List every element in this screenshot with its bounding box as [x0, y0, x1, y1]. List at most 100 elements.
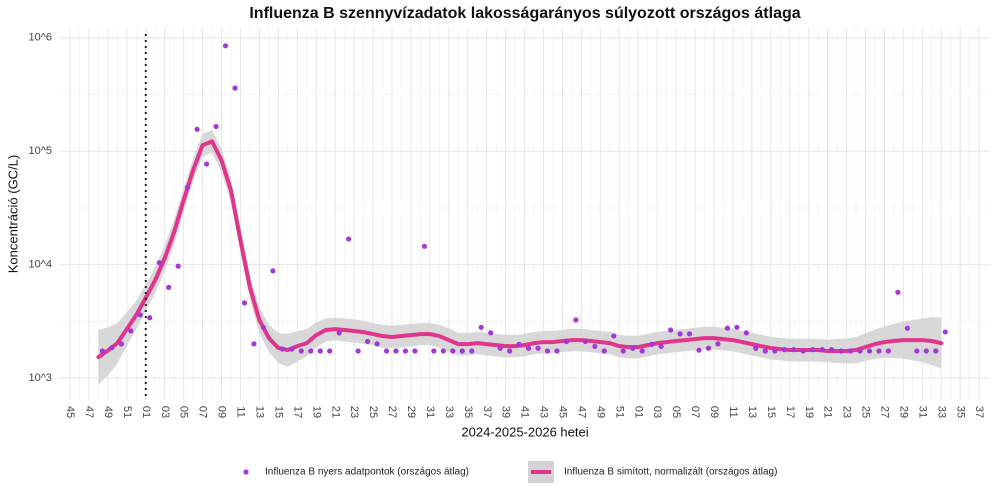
data-point: [516, 341, 522, 347]
x-tick-label: 09: [708, 406, 720, 418]
data-point: [914, 348, 920, 354]
x-tick-label: 05: [670, 406, 682, 418]
data-point: [260, 324, 266, 330]
data-point: [109, 345, 115, 351]
data-point: [118, 341, 124, 347]
x-tick-label: 17: [291, 406, 303, 418]
y-tick-label: 10^6: [28, 32, 52, 44]
data-point: [459, 348, 465, 354]
data-point: [308, 348, 314, 354]
data-point: [374, 341, 380, 347]
data-point: [270, 268, 276, 274]
data-point: [601, 348, 607, 354]
data-point: [923, 348, 929, 354]
x-tick-label: 47: [83, 406, 95, 418]
data-point: [829, 347, 835, 353]
y-tick-label: 10^3: [28, 372, 52, 384]
x-tick-label: 15: [765, 406, 777, 418]
x-tick-label: 07: [197, 406, 209, 418]
data-point: [847, 348, 854, 354]
data-point: [279, 346, 285, 352]
data-point: [431, 348, 437, 354]
data-point: [241, 300, 248, 306]
data-point: [137, 312, 143, 318]
x-tick-label: 25: [860, 406, 872, 418]
data-point: [658, 343, 664, 350]
x-tick-label: 15: [272, 406, 284, 418]
x-tick-label: 03: [651, 406, 663, 418]
x-tick-label: 31: [424, 406, 436, 418]
y-axis-title: Koncentráció (GC/L): [5, 155, 20, 274]
legend-label: Influenza B simított, normalizált (orszá…: [564, 467, 777, 478]
data-point: [412, 348, 418, 354]
data-point: [620, 348, 626, 354]
data-point: [563, 338, 570, 345]
data-point: [175, 263, 181, 269]
x-tick-label: 27: [386, 406, 398, 418]
x-tick-label: 33: [935, 406, 947, 418]
x-tick-label: 01: [140, 406, 152, 418]
data-point: [450, 348, 456, 354]
x-tick-label: 51: [613, 406, 625, 418]
x-tick-label: 39: [500, 406, 512, 418]
chart-title: Influenza B szennyvízadatok lakosságarán…: [249, 5, 800, 22]
data-point: [582, 338, 588, 345]
data-point: [611, 333, 617, 339]
data-point: [251, 341, 257, 347]
data-point: [194, 126, 200, 132]
x-tick-label: 29: [405, 406, 417, 418]
data-point: [535, 345, 541, 351]
data-point: [630, 345, 636, 351]
x-tick-label: 05: [178, 406, 190, 418]
data-point: [781, 347, 787, 353]
x-tick-label: 31: [916, 406, 928, 418]
data-point: [686, 331, 693, 337]
x-tick-label: 33: [443, 406, 455, 418]
x-tick-label: 49: [594, 406, 606, 418]
data-point: [639, 348, 645, 354]
x-tick-label: 01: [632, 406, 644, 418]
legend-label: Influenza B nyers adatpontok (országos á…: [265, 467, 469, 478]
x-tick-label: 03: [159, 406, 171, 418]
data-point: [203, 161, 210, 167]
data-point: [791, 347, 797, 353]
data-point: [289, 346, 295, 352]
x-tick-label: 45: [557, 406, 569, 418]
data-point: [402, 348, 409, 354]
x-tick-label: 21: [822, 406, 834, 418]
data-point: [715, 341, 721, 347]
data-point: [838, 348, 844, 354]
data-point: [156, 260, 162, 266]
data-point: [885, 348, 892, 354]
data-point: [668, 327, 674, 333]
data-point: [810, 347, 816, 353]
data-point: [128, 328, 134, 334]
data-point: [876, 348, 882, 354]
data-point: [677, 331, 683, 337]
x-axis-title: 2024-2025-2026 hetei: [461, 424, 588, 439]
x-tick-label: 21: [329, 406, 341, 418]
x-tick-label: 35: [954, 406, 966, 418]
data-point: [866, 348, 873, 354]
legend-marker: [243, 469, 249, 475]
data-point: [696, 347, 702, 353]
x-tick-label: 23: [348, 406, 360, 418]
x-tick-label: 07: [689, 406, 701, 418]
data-point: [705, 345, 712, 351]
data-point: [336, 330, 342, 336]
data-point: [942, 329, 948, 335]
data-point: [317, 348, 323, 354]
x-tick-label: 13: [746, 406, 758, 418]
data-point: [762, 348, 768, 354]
data-point: [478, 324, 484, 330]
data-point: [649, 341, 655, 347]
x-tick-label: 43: [538, 406, 550, 418]
data-point: [346, 236, 352, 242]
data-point: [753, 345, 759, 351]
x-tick-label: 49: [102, 406, 114, 418]
x-tick-label: 41: [519, 406, 531, 418]
x-tick-label: 19: [310, 406, 322, 418]
data-point: [772, 348, 778, 354]
confidence-band: [98, 129, 942, 385]
data-point: [298, 348, 304, 354]
